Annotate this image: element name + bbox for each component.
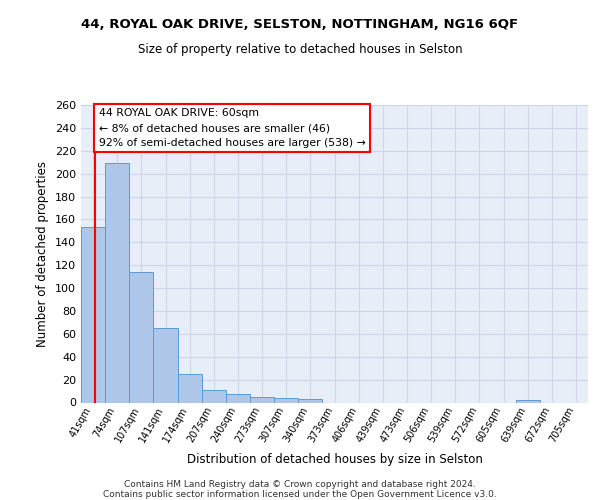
X-axis label: Distribution of detached houses by size in Selston: Distribution of detached houses by size … [187,453,482,466]
Bar [202,390,226,402]
Text: Contains public sector information licensed under the Open Government Licence v3: Contains public sector information licen… [103,490,497,499]
Text: Contains HM Land Registry data © Crown copyright and database right 2024.: Contains HM Land Registry data © Crown c… [124,480,476,489]
Bar [178,374,202,402]
Y-axis label: Number of detached properties: Number of detached properties [37,161,49,347]
Bar [298,399,322,402]
Bar [250,397,274,402]
Bar [274,398,298,402]
Bar [129,272,154,402]
Text: Size of property relative to detached houses in Selston: Size of property relative to detached ho… [137,42,463,56]
Text: 44, ROYAL OAK DRIVE, SELSTON, NOTTINGHAM, NG16 6QF: 44, ROYAL OAK DRIVE, SELSTON, NOTTINGHAM… [82,18,518,30]
Text: 44 ROYAL OAK DRIVE: 60sqm
← 8% of detached houses are smaller (46)
92% of semi-d: 44 ROYAL OAK DRIVE: 60sqm ← 8% of detach… [98,108,365,148]
Bar [226,394,250,402]
Bar [81,228,105,402]
Bar [515,400,540,402]
Bar [105,164,129,402]
Bar [154,328,178,402]
